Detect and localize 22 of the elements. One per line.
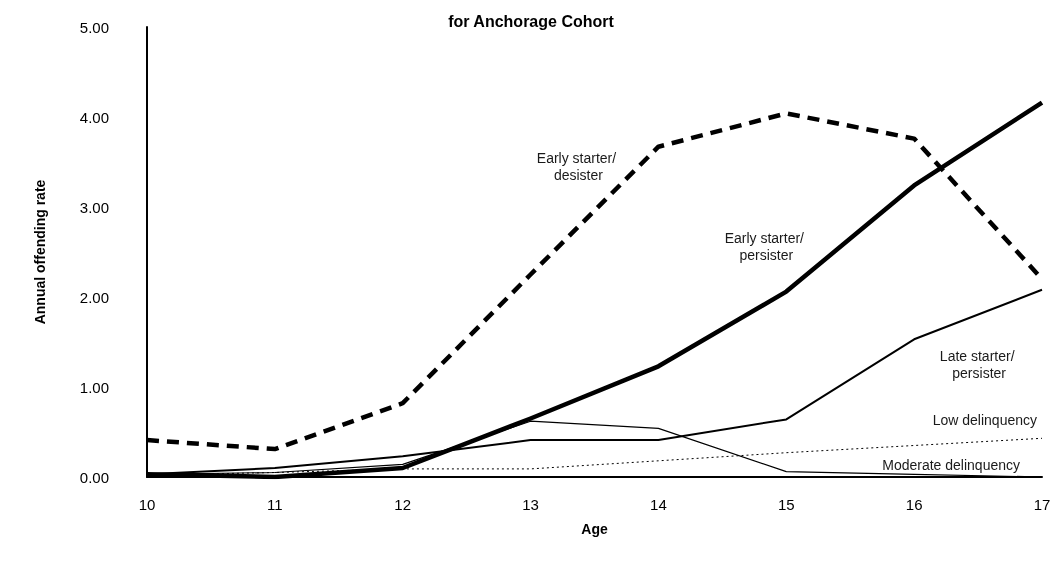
x-tick-label: 10 bbox=[138, 496, 156, 513]
x-tick-label: 13 bbox=[522, 496, 539, 513]
y-tick-label: 2.00 bbox=[79, 288, 109, 306]
x-tick-label: 14 bbox=[650, 496, 667, 513]
chart-title: for Anchorage Cohort bbox=[448, 12, 615, 30]
y-tick-label: 5.00 bbox=[79, 18, 109, 36]
y-tick-label: 0.00 bbox=[79, 468, 109, 486]
y-tick-label: 3.00 bbox=[79, 198, 109, 216]
x-tick-label: 15 bbox=[777, 496, 795, 513]
x-axis-title: Age bbox=[581, 521, 608, 537]
series-label: Moderate delinquency bbox=[882, 457, 1020, 473]
series-label: Low delinquency bbox=[932, 412, 1037, 429]
y-tick-label: 4.00 bbox=[79, 108, 109, 126]
x-tick-label: 17 bbox=[1033, 496, 1051, 513]
series-label: Late starter/ persister bbox=[939, 347, 1019, 381]
x-tick-label: 12 bbox=[394, 496, 412, 513]
series-label: Early starter/ desister bbox=[536, 150, 621, 184]
series-label: Early starter/ persister bbox=[724, 230, 808, 264]
x-tick-label: 16 bbox=[905, 496, 923, 513]
y-axis-title: Annual offending rate bbox=[32, 179, 48, 325]
x-tick-label: 11 bbox=[267, 496, 283, 513]
y-tick-label: 1.00 bbox=[79, 378, 109, 396]
